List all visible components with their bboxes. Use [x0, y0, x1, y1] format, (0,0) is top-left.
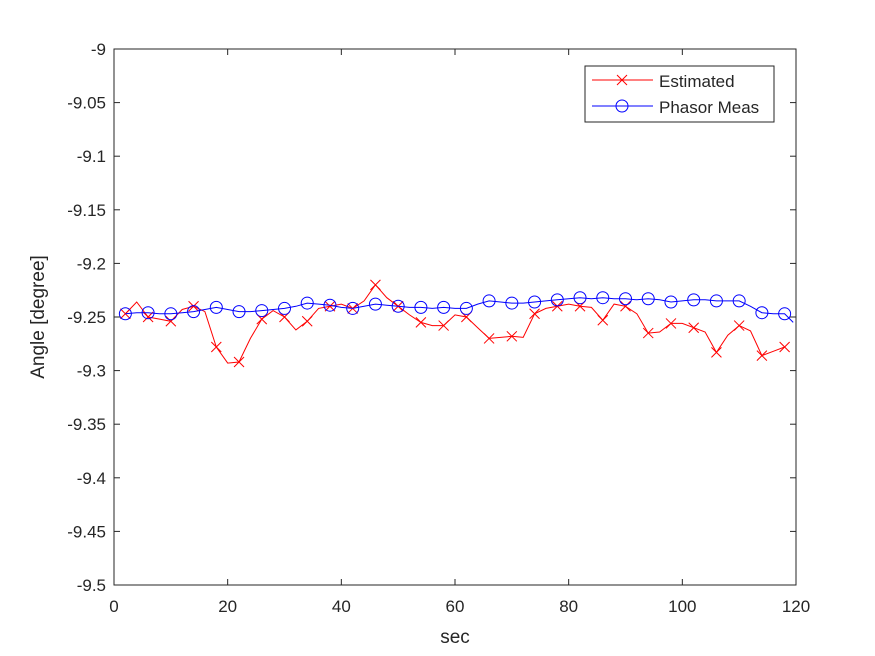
- data-point-x-marker: [120, 308, 131, 320]
- data-point-x-marker: [779, 341, 790, 353]
- data-point-circle-marker: [732, 294, 746, 308]
- data-point-x-marker: [711, 347, 722, 358]
- y-tick-label: -9.3: [77, 362, 106, 381]
- data-point-x-marker: [529, 308, 540, 320]
- data-point-x-marker: [370, 279, 381, 291]
- y-tick-label: -9.05: [67, 94, 106, 113]
- data-point-circle-marker: [619, 292, 632, 306]
- y-tick-label: -9: [91, 40, 106, 59]
- data-point-circle-marker: [550, 293, 564, 307]
- data-point-x-marker: [165, 315, 177, 327]
- data-point-x-marker: [688, 322, 700, 334]
- data-point-circle-marker: [368, 297, 382, 311]
- legend-phasor-circle-marker: [615, 99, 629, 113]
- legend: Estimated Phasor Meas: [584, 65, 775, 123]
- data-point-circle-marker: [300, 296, 314, 310]
- data-point-circle-marker: [505, 296, 519, 310]
- y-axis-label: Angle [degree]: [28, 255, 49, 379]
- data-point-x-marker: [483, 333, 495, 344]
- data-point-circle-marker: [323, 298, 337, 312]
- data-point-x-marker: [415, 317, 427, 328]
- data-point-circle-marker: [482, 294, 496, 308]
- data-point-circle-marker: [391, 299, 405, 313]
- data-point-circle-marker: [664, 295, 678, 309]
- legend-estimated-label: Estimated: [659, 72, 735, 91]
- x-tick-label: 80: [559, 597, 578, 616]
- data-point-circle-marker: [164, 307, 178, 321]
- x-tick-label: 100: [668, 597, 696, 616]
- y-tick-label: -9.4: [77, 469, 106, 488]
- data-point-circle-marker: [528, 295, 542, 309]
- x-axis-label: sec: [440, 627, 470, 648]
- y-tick-label: -9.25: [67, 308, 106, 327]
- data-point-circle-marker: [709, 294, 723, 308]
- data-point-circle-marker: [437, 300, 451, 314]
- plot-area: [114, 49, 796, 585]
- data-point-x-marker: [620, 300, 631, 312]
- data-point-x-marker: [142, 311, 154, 323]
- data-point-circle-marker: [755, 306, 769, 320]
- ticks-layer: 0 20 40 60 80 100 120 -9 -9.05 -9.1 -9.15 -9.2 -9.25…: [67, 40, 810, 616]
- data-point-x-marker: [210, 341, 222, 353]
- data-point-x-marker: [233, 356, 245, 368]
- y-tick-label: -9.2: [77, 254, 106, 273]
- data-point-circle-marker: [596, 291, 610, 305]
- legend-phasor-label: Phasor Meas: [659, 98, 759, 117]
- data-point-circle-marker: [255, 304, 269, 318]
- data-point-circle-marker: [187, 305, 201, 319]
- data-point-x-marker: [301, 315, 313, 327]
- series-phasor-meas: [118, 291, 794, 323]
- y-tick-label: -9.1: [77, 147, 106, 166]
- data-point-x-marker: [642, 327, 654, 339]
- x-tick-label: 40: [332, 597, 351, 616]
- x-tick-label: 0: [109, 597, 118, 616]
- data-point-circle-marker: [209, 300, 223, 314]
- data-point-circle-marker: [278, 301, 291, 315]
- data-point-circle-marker: [573, 291, 587, 305]
- data-point-x-marker: [597, 314, 609, 326]
- data-point-circle-marker: [414, 300, 428, 314]
- series-layer: [118, 279, 794, 368]
- data-point-x-marker: [733, 320, 745, 331]
- data-point-x-marker: [438, 320, 449, 331]
- legend-box: [584, 65, 775, 123]
- data-point-circle-marker: [459, 301, 473, 315]
- data-point-circle-marker: [641, 292, 655, 306]
- data-point-x-marker: [506, 330, 518, 342]
- x-tick-label: 60: [446, 597, 465, 616]
- data-point-circle-marker: [118, 307, 132, 321]
- y-tick-label: -9.15: [67, 201, 106, 220]
- data-point-circle-marker: [687, 293, 701, 307]
- data-point-x-marker: [665, 318, 677, 329]
- x-tick-label: 120: [782, 597, 810, 616]
- data-point-circle-marker: [778, 307, 792, 321]
- data-point-x-marker: [188, 300, 199, 312]
- data-point-circle-marker: [232, 305, 246, 319]
- data-point-circle-marker: [346, 301, 360, 315]
- data-point-x-marker: [756, 350, 768, 361]
- y-tick-label: -9.35: [67, 415, 106, 434]
- series-line: [125, 283, 785, 364]
- x-tick-label: 20: [218, 597, 237, 616]
- y-tick-label: -9.5: [77, 576, 106, 595]
- data-point-circle-marker: [141, 306, 155, 320]
- y-tick-label: -9.45: [67, 522, 106, 541]
- legend-estimated-x-marker: [616, 74, 628, 86]
